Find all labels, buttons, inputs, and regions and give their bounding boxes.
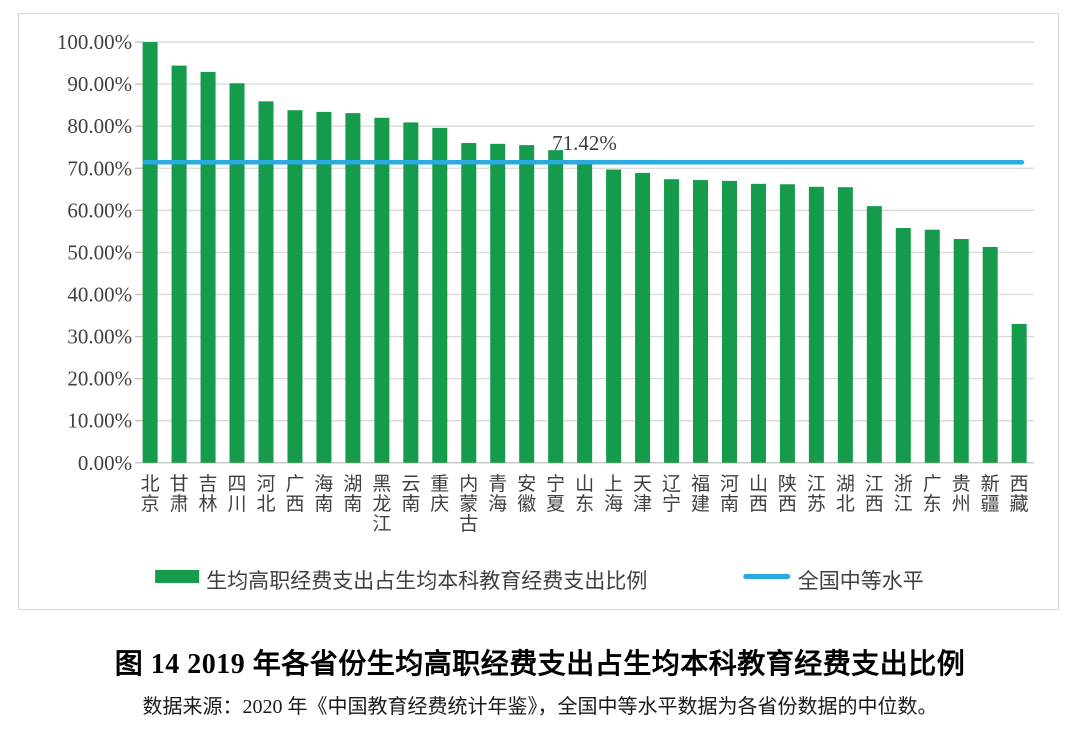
x-axis-label-宁夏: 宁夏 [546, 473, 565, 515]
bar-chart-svg: 0.00% 10.00% 20.00% 30.00% 40.00% 50.00% 60.00… [57, 30, 1034, 593]
x-axis-label-黑龙江: 黑龙江 [372, 474, 391, 535]
legend-line-label: 全国中等水平 [798, 569, 924, 593]
x-axis-label-广东: 广东 [923, 473, 942, 515]
bar-吉林 [200, 71, 216, 463]
x-axis-label-天津: 天津 [633, 474, 652, 515]
x-axis-label-云南: 云南 [401, 474, 420, 515]
bar-云南 [403, 122, 419, 463]
bar-四川 [229, 83, 245, 463]
x-axis-label-青海: 青海 [488, 473, 507, 515]
x-axis-label-甘肃: 甘肃 [170, 473, 189, 515]
x-axis-label-浙江: 浙江 [894, 473, 913, 515]
x-axis-label-江西: 江西 [865, 473, 884, 515]
x-axis-label-广西: 广西 [285, 473, 304, 515]
x-axis-label-四川: 四川 [228, 474, 247, 515]
bar-西藏 [1011, 323, 1027, 463]
x-axis-label-重庆: 重庆 [430, 473, 449, 515]
bar-江苏 [808, 186, 824, 463]
bar-江西 [866, 206, 882, 463]
bar-福建 [693, 180, 709, 463]
bar-山西 [750, 183, 766, 463]
bar-辽宁 [664, 179, 680, 463]
y-axis-tick-label: 10.00% [67, 409, 132, 433]
bar-新疆 [982, 246, 998, 463]
x-axis-label-内蒙古: 内蒙古 [459, 473, 478, 535]
bar-内蒙古 [461, 143, 477, 463]
figure-source-note: 数据来源：2020 年《中国教育经费统计年鉴》，全国中等水平数据为各省份数据的中… [142, 696, 938, 718]
x-axis-label-福建: 福建 [691, 473, 710, 515]
x-axis-label-北京: 北京 [141, 473, 160, 515]
x-axis-label-海南: 海南 [314, 473, 333, 515]
y-axis-tick-label: 30.00% [67, 325, 132, 349]
bar-湖北 [837, 187, 853, 463]
bar-上海 [606, 169, 622, 463]
bar-广西 [287, 110, 303, 463]
y-axis-tick-label: 90.00% [67, 72, 132, 96]
bar-天津 [635, 172, 651, 463]
x-axis-label-上海: 上海 [604, 473, 623, 515]
bar-宁夏 [548, 150, 564, 463]
x-axis-label-河南: 河南 [720, 473, 739, 515]
x-axis-label-安徽: 安徽 [517, 473, 536, 515]
y-axis-tick-label: 20.00% [67, 367, 132, 391]
x-axis-label-山东: 山东 [575, 473, 594, 515]
x-axis-label-湖北: 湖北 [836, 473, 855, 515]
y-axis-tick-label: 50.00% [67, 240, 132, 264]
x-axis-label-湖南: 湖南 [343, 473, 362, 515]
x-axis-label-江苏: 江苏 [807, 473, 826, 515]
x-axis-label-西藏: 西藏 [1010, 474, 1029, 515]
bar-浙江 [895, 227, 911, 463]
bar-河北 [258, 101, 274, 463]
y-axis-tick-label: 80.00% [67, 114, 132, 138]
x-axis-label-新疆: 新疆 [981, 473, 1000, 515]
bar-海南 [316, 111, 332, 463]
bar-河南 [721, 180, 737, 463]
chart-panel: 0.00% 10.00% 20.00% 30.00% 40.00% 50.00% 60.00… [18, 13, 1059, 610]
bar-山东 [577, 162, 593, 463]
y-axis-tick-label: 40.00% [67, 282, 132, 306]
bar-湖南 [345, 113, 361, 463]
bar-广东 [924, 229, 940, 463]
bar-黑龙江 [374, 117, 390, 463]
y-axis-tick-label: 100.00% [57, 30, 132, 54]
bar-安徽 [519, 145, 535, 463]
x-axis-label-河北: 河北 [256, 473, 275, 515]
figure-title: 图 14 2019 年各省份生均高职经费支出占生均本科教育经费支出比例 [114, 649, 966, 680]
bar-贵州 [953, 238, 969, 463]
bar-北京 [142, 42, 158, 463]
x-axis-label-陕西: 陕西 [778, 473, 797, 515]
y-axis-tick-label: 0.00% [78, 451, 132, 475]
median-line-label: 71.42% [552, 131, 617, 155]
x-axis-label-吉林: 吉林 [199, 473, 218, 515]
x-axis-label-贵州: 贵州 [952, 473, 971, 515]
y-axis-tick-label: 70.00% [67, 156, 132, 180]
x-axis-label-山西: 山西 [749, 473, 768, 515]
legend-bar-swatch [155, 569, 200, 583]
bar-重庆 [432, 127, 448, 463]
legend-bar-label: 生均高职经费支出占生均本科教育经费支出比例 [206, 569, 647, 593]
x-axis-label-辽宁: 辽宁 [662, 473, 681, 515]
bar-甘肃 [171, 65, 187, 463]
y-axis-tick-label: 60.00% [67, 198, 132, 222]
bar-青海 [490, 143, 506, 463]
bar-陕西 [779, 184, 795, 463]
